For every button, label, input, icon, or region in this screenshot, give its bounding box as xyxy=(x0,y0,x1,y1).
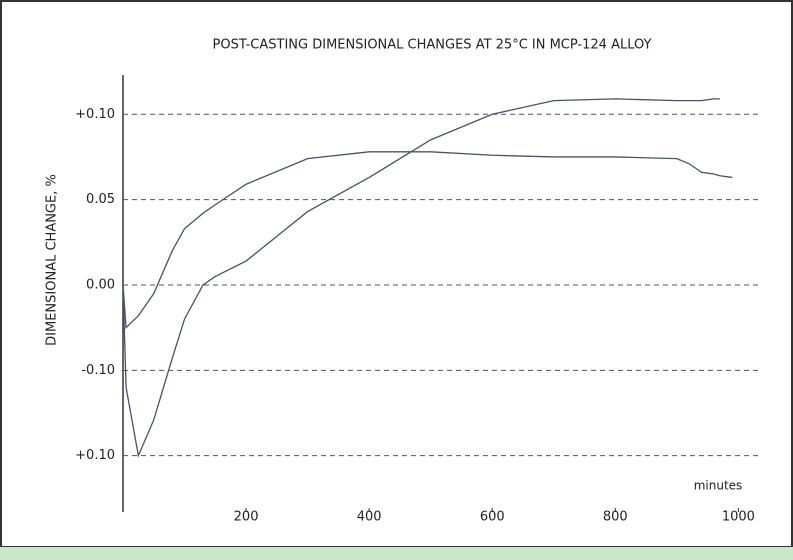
y-tick-label: -0.10 xyxy=(81,363,115,378)
x-tick-label: 800 xyxy=(603,510,628,525)
y-tick-label: 0.00 xyxy=(86,277,115,292)
x-tick-label: 200 xyxy=(234,510,259,525)
x-tick-label: 600 xyxy=(480,510,505,525)
x-tick-label: 1000 xyxy=(722,510,755,525)
bottom-strip xyxy=(0,547,793,560)
frame xyxy=(0,0,793,548)
x-tick-label: 400 xyxy=(357,510,382,525)
series-line xyxy=(122,98,720,458)
x-axis-label: minutes xyxy=(694,479,743,493)
chart-title: POST-CASTING DIMENSIONAL CHANGES AT 25°C… xyxy=(213,38,652,53)
y-tick-label: +0.10 xyxy=(75,107,115,122)
y-tick-label: +0.10 xyxy=(75,448,115,463)
y-axis-label: DIMENSIONAL CHANGE, % xyxy=(45,174,60,346)
series-line xyxy=(122,151,733,330)
y-tick-label: 0.05 xyxy=(86,192,115,207)
